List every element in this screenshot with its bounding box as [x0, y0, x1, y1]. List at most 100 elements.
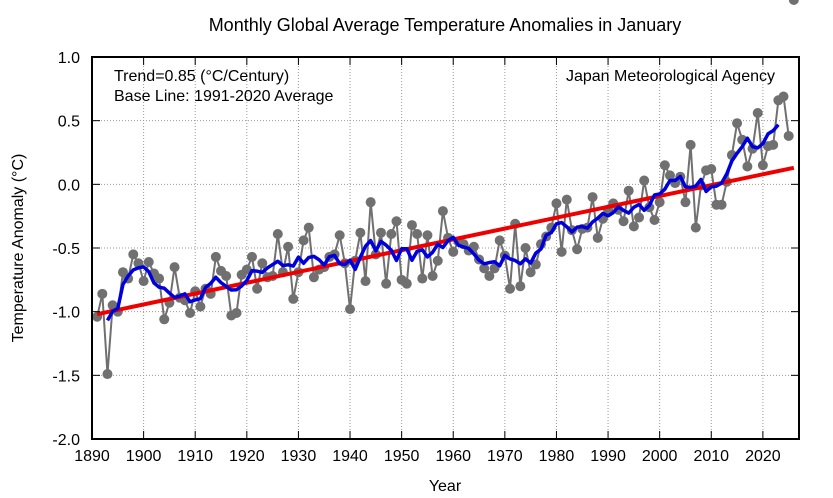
data-point [639, 175, 650, 186]
ticks [91, 56, 799, 440]
x-tick-label: 1970 [487, 448, 523, 465]
source-annotation: Japan Meteorological Agency [566, 68, 775, 85]
data-point [334, 230, 345, 241]
trend-line [96, 165, 795, 317]
data-point [623, 185, 634, 196]
data-point [154, 273, 165, 284]
anomaly-line [96, 94, 790, 375]
data-point [690, 222, 701, 233]
y-tick-label: 1.0 [58, 50, 80, 67]
data-point [618, 216, 629, 227]
data-point [525, 267, 536, 278]
data-point [520, 243, 531, 253]
x-tick-label: 1930 [281, 448, 317, 465]
data-point [360, 276, 371, 287]
data-point [659, 160, 670, 171]
data-point [355, 227, 366, 238]
data-point [752, 108, 763, 119]
data-point [742, 161, 753, 172]
data-point [680, 197, 691, 208]
data-point [572, 244, 583, 255]
data-point [138, 276, 149, 287]
data-point [97, 288, 108, 299]
x-tick-label: 1900 [126, 448, 162, 465]
x-tick-label: 1980 [539, 448, 575, 465]
x-tick-label: 2010 [693, 448, 729, 465]
data-point [401, 278, 412, 289]
x-tick-label: 2000 [642, 448, 678, 465]
x-axis-label: Year [429, 478, 462, 495]
data-point [515, 281, 526, 292]
y-tick-label: -0.5 [52, 241, 80, 258]
data-point [427, 271, 438, 282]
y-tick-label: -2.0 [52, 432, 80, 449]
series-layer [92, 0, 799, 380]
data-point [494, 235, 505, 246]
data-point [252, 283, 263, 294]
data-point [628, 221, 639, 232]
data-point [448, 246, 459, 257]
data-point [143, 257, 154, 268]
data-point [102, 369, 113, 380]
data-point [375, 227, 386, 238]
x-tick-label: 1890 [74, 448, 110, 465]
x-tick-label: 1990 [590, 448, 626, 465]
data-point [479, 263, 490, 274]
data-point [303, 222, 314, 233]
data-point [505, 283, 516, 294]
data-point [128, 249, 139, 260]
data-point [664, 170, 675, 181]
data-point [432, 255, 443, 266]
data-point [634, 212, 645, 223]
data-point [345, 304, 356, 315]
x-tick-label: 1950 [384, 448, 420, 465]
data-point [221, 271, 232, 282]
grid [92, 57, 799, 439]
x-tick-label: 2020 [745, 448, 781, 465]
data-point [530, 259, 541, 270]
data-point [195, 301, 206, 312]
data-point [308, 272, 319, 283]
data-point [649, 214, 660, 225]
data-point [551, 198, 562, 209]
data-point [391, 216, 402, 227]
data-point [422, 230, 433, 241]
data-point [169, 262, 180, 273]
data-point [592, 232, 603, 243]
data-point [417, 273, 428, 284]
chart-title: Monthly Global Average Temperature Anoma… [209, 15, 682, 35]
data-point [381, 278, 392, 289]
y-axis-label: Temperature Anomaly (°C) [10, 154, 27, 343]
data-point [185, 307, 196, 318]
data-point [788, 0, 799, 5]
data-point [783, 130, 794, 141]
data-point [257, 258, 268, 269]
data-point [159, 314, 170, 325]
trend-annotation: Trend=0.85 (°C/Century) [114, 68, 289, 85]
y-tick-label: -1.0 [52, 305, 80, 322]
data-point [437, 206, 448, 217]
data-point [654, 197, 665, 208]
running-mean-line [105, 123, 780, 322]
x-tick-labels: 1890 1900 1910 1920 1930 1940 1950 1960 1970 1980… [74, 448, 781, 465]
data-point [386, 228, 397, 239]
data-point [484, 271, 495, 282]
data-point [716, 199, 727, 210]
y-tick-label: 0.5 [58, 114, 80, 131]
data-point [556, 246, 567, 257]
baseline-annotation: Base Line: 1991-2020 Average [114, 88, 334, 105]
y-tick-label: -1.5 [52, 368, 80, 385]
data-point [757, 160, 768, 171]
y-tick-label: 0.0 [58, 177, 80, 194]
data-point [706, 164, 717, 175]
data-point [561, 194, 572, 205]
data-point [406, 220, 417, 231]
x-tick-label: 1940 [332, 448, 368, 465]
data-point [412, 228, 423, 239]
data-point [768, 139, 779, 150]
x-tick-label: 1920 [229, 448, 265, 465]
y-tick-labels: 1.0 0.5 0.0 -0.5 -1.0 -1.5 -2.0 [52, 50, 80, 449]
data-point [365, 197, 376, 208]
data-point [283, 241, 294, 252]
